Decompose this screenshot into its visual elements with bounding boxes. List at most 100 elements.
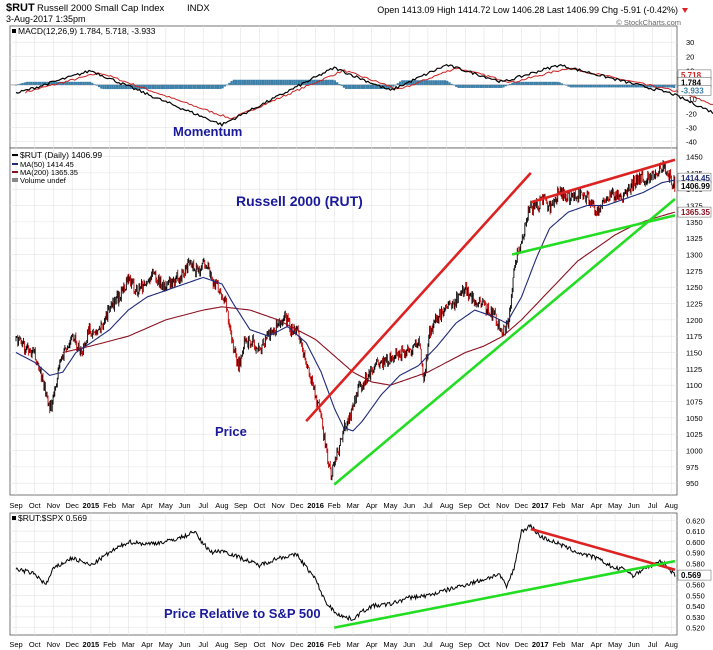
macd-histogram-bar — [634, 84, 638, 88]
x-tick-label: 2015 — [83, 501, 100, 510]
macd-signal-line — [25, 67, 713, 120]
momentum-annotation: Momentum — [173, 124, 242, 139]
macd-histogram-bar — [52, 81, 56, 85]
macd-histogram-bar — [156, 84, 159, 90]
macd-histogram-bar — [201, 84, 204, 89]
macd-histogram-bar — [664, 84, 667, 88]
macd-histogram-bar — [345, 84, 348, 89]
macd-histogram-bar — [461, 84, 465, 88]
macd-histogram-bar — [423, 80, 426, 85]
last-value-label: 1365.35 — [681, 208, 710, 217]
macd-histogram-bar — [594, 84, 597, 88]
macd-histogram-bar — [648, 84, 651, 88]
macd-histogram-bar — [17, 84, 20, 85]
macd-histogram-bar — [14, 84, 17, 86]
macd-histogram-bar — [59, 81, 62, 85]
macd-histogram-bar — [637, 84, 640, 88]
macd-histogram-bar — [219, 84, 222, 89]
macd-histogram-bar — [104, 84, 107, 90]
macd-histogram-bar — [203, 84, 206, 89]
macd-histogram-bar — [455, 84, 458, 87]
macd-histogram-bar — [488, 84, 492, 88]
macd-histogram-bar — [630, 84, 633, 88]
macd-histogram-bar — [457, 84, 460, 88]
x-tick-label: Aug — [440, 640, 453, 649]
x-tick-label: Aug — [665, 640, 678, 649]
macd-histogram-bar — [35, 81, 38, 85]
macd-histogram-bar — [320, 79, 323, 85]
macd-histogram-bar — [562, 84, 566, 85]
x-tick-label: 2016 — [307, 640, 324, 649]
macd-histogram-bar — [282, 79, 285, 85]
macd-histogram-bar — [522, 81, 525, 85]
macd-histogram-bar — [50, 81, 53, 85]
macd-histogram-bar — [88, 81, 92, 85]
x-tick-label: Feb — [552, 640, 565, 649]
macd-histogram-bar — [477, 84, 480, 88]
macd-histogram-bar — [286, 79, 289, 85]
macd-histogram-bar — [118, 84, 121, 90]
macd-histogram-bar — [670, 84, 674, 88]
macd-histogram-bar — [565, 84, 568, 86]
y-tick-label: 975 — [686, 463, 699, 472]
y-tick-label: -30 — [686, 124, 697, 133]
macd-histogram-bar — [374, 84, 377, 89]
x-tick-label: Oct — [254, 640, 267, 649]
macd-histogram-bar — [506, 84, 510, 86]
x-tick-label: Oct — [29, 501, 42, 510]
y-tick-label: 1050 — [686, 414, 703, 423]
macd-histogram-bar — [120, 84, 123, 90]
x-tick-label: Sep — [9, 501, 22, 510]
macd-histogram-bar — [255, 79, 258, 85]
macd-histogram-bar — [479, 84, 483, 88]
x-tick-label: Nov — [496, 640, 510, 649]
last-value-tag — [677, 569, 712, 581]
y-tick-label: 1200 — [686, 316, 703, 325]
y-tick-label: 0.520 — [686, 624, 705, 633]
macd-histogram-bar — [385, 84, 388, 89]
macd-histogram-bar — [493, 84, 496, 88]
macd-histogram-bar — [497, 84, 501, 88]
macd-histogram-bar — [48, 81, 51, 85]
y-tick-label: 1300 — [686, 251, 703, 260]
macd-histogram-bar — [452, 84, 456, 86]
y-tick-label: 1175 — [686, 332, 702, 341]
macd-histogram-bar — [288, 79, 292, 85]
x-tick-label: Jul — [423, 501, 433, 510]
macd-histogram-bar — [37, 81, 40, 85]
macd-histogram-bar — [279, 79, 283, 85]
macd-histogram-bar — [39, 81, 42, 85]
legend-swatch-rel — [12, 516, 16, 520]
y-tick-label: -10 — [686, 95, 697, 104]
macd-histogram-bar — [511, 82, 514, 85]
macd-histogram-bar — [621, 84, 624, 88]
macd-histogram-bar — [19, 83, 22, 85]
macd-histogram-bar — [216, 84, 220, 89]
x-tick-label: Mar — [122, 501, 135, 510]
macd-histogram-bar — [491, 84, 494, 88]
macd-histogram-bar — [234, 79, 238, 85]
macd-histogram-bar — [587, 84, 590, 88]
x-tick-label: Apr — [591, 501, 603, 510]
macd-histogram-bar — [181, 84, 184, 89]
macd-histogram-bar — [500, 84, 503, 88]
y-tick-label: 0.540 — [686, 602, 705, 611]
macd-histogram-bar — [616, 84, 620, 88]
macd-histogram-bar — [208, 84, 211, 89]
macd-histogram-bar — [394, 84, 397, 86]
macd-histogram-bar — [318, 79, 321, 85]
macd-histogram-bar — [327, 79, 330, 85]
ma50-line — [15, 179, 676, 432]
x-tick-label: Jun — [178, 640, 190, 649]
macd-histogram-bar — [127, 84, 130, 90]
green-trend-line — [511, 214, 676, 256]
macd-histogram-bar — [655, 84, 658, 88]
green-trend-line — [333, 198, 676, 486]
x-tick-label: Jun — [628, 640, 640, 649]
x-tick-label: Jun — [403, 640, 415, 649]
macd-histogram-bar — [387, 84, 390, 89]
x-tick-label: Dec — [290, 640, 304, 649]
x-tick-label: Sep — [459, 501, 472, 510]
macd-histogram-bar — [261, 79, 265, 85]
macd-histogram-bar — [340, 84, 343, 86]
